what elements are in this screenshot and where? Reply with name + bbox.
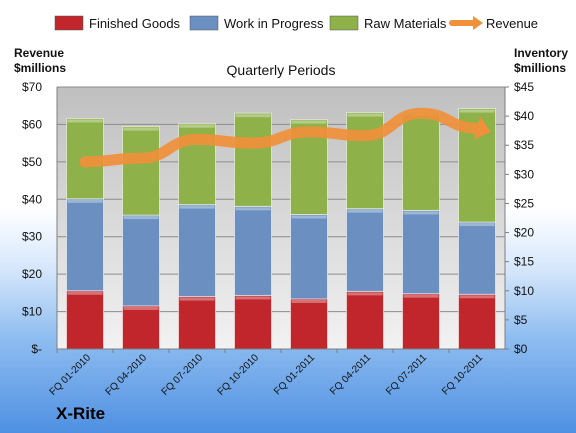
company-label: X-Rite <box>56 404 105 423</box>
bar-highlight <box>291 299 327 303</box>
right-tick-label: $5 <box>514 313 528 327</box>
left-axis-title-line1: Revenue <box>14 46 64 60</box>
bar-highlight <box>347 292 383 296</box>
legend-label-finished-goods: Finished Goods <box>89 16 181 31</box>
right-tick-label: $0 <box>514 342 528 356</box>
right-tick-label: $40 <box>514 109 534 123</box>
left-axis-title-line2: $millions <box>14 61 66 75</box>
bar-work-in-progress <box>178 204 216 298</box>
bar-highlight <box>67 199 103 203</box>
x-tick-label: FQ 01-2011 <box>272 352 317 397</box>
x-tick-label: FQ 07-2010 <box>160 352 206 398</box>
right-axis-title-line2: $millions <box>514 61 566 75</box>
bar-highlight <box>67 291 103 295</box>
x-tick-label: FQ 07-2011 <box>384 352 429 397</box>
left-tick-label: $70 <box>22 80 42 94</box>
left-tick-label: $- <box>31 342 42 356</box>
left-tick-label: $30 <box>22 230 42 244</box>
revenue-line <box>79 107 491 168</box>
bar-finished-goods <box>234 294 272 350</box>
x-tick-label: FQ 04-2010 <box>104 352 150 398</box>
right-tick-label: $25 <box>514 196 534 210</box>
x-tick-label: FQ 04-2011 <box>328 352 373 397</box>
bar-work-in-progress <box>346 208 384 292</box>
legend-label-raw-materials: Raw Materials <box>364 16 447 31</box>
bar-highlight <box>179 124 215 128</box>
bar-highlight <box>123 306 159 310</box>
x-tick-label: FQ 10-2010 <box>216 352 262 398</box>
bar-highlight <box>403 211 439 215</box>
right-tick-label: $35 <box>514 138 534 152</box>
legend-label-work-in-progress: Work in Progress <box>224 16 324 31</box>
bar-work-in-progress <box>458 221 496 295</box>
revenue-arrowhead <box>473 116 491 140</box>
left-tick-label: $20 <box>22 267 42 281</box>
bar-highlight <box>179 205 215 209</box>
legend-label-revenue: Revenue <box>486 16 538 31</box>
left-tick-label: $10 <box>22 305 42 319</box>
bar-raw-materials <box>346 112 384 210</box>
right-tick-label: $15 <box>514 255 534 269</box>
bar-raw-materials <box>402 111 440 211</box>
x-tick-label: FQ 10-2011 <box>440 352 485 397</box>
bar-highlight <box>67 119 103 123</box>
left-tick-label: $40 <box>22 192 42 206</box>
bar-finished-goods <box>458 293 496 350</box>
bar-highlight <box>235 114 271 118</box>
bar-work-in-progress <box>122 214 160 307</box>
bar-highlight <box>459 223 495 227</box>
bar-finished-goods <box>402 293 440 350</box>
revenue-line-path <box>79 107 483 168</box>
legend-swatch-raw-materials <box>329 15 359 31</box>
bar-highlight <box>459 295 495 299</box>
right-tick-label: $20 <box>514 226 534 240</box>
bar-work-in-progress <box>290 214 328 300</box>
right-axis-title-line1: Inventory <box>514 46 568 60</box>
bar-highlight <box>347 209 383 213</box>
legend-swatch-work-in-progress <box>189 15 219 31</box>
bar-highlight <box>179 297 215 301</box>
right-tick-label: $10 <box>514 284 534 298</box>
bar-highlight <box>403 294 439 298</box>
bar-highlight <box>235 207 271 211</box>
left-tick-label: $50 <box>22 155 42 169</box>
bar-raw-materials <box>122 126 160 216</box>
legend: Finished Goods Work in Progress Raw Materi… <box>54 15 538 31</box>
bar-raw-materials <box>234 112 272 207</box>
bar-finished-goods <box>346 290 384 350</box>
bar-work-in-progress <box>234 205 272 296</box>
bar-highlight <box>123 216 159 220</box>
bar-work-in-progress <box>402 209 440 295</box>
legend-arrowhead <box>473 16 483 30</box>
bar-highlight <box>459 109 495 113</box>
bar-highlight <box>347 113 383 117</box>
legend-swatch-finished-goods <box>54 15 84 31</box>
bar-highlight <box>123 127 159 131</box>
bar-highlight <box>291 120 327 124</box>
x-tick-label: FQ 01-2010 <box>48 352 94 398</box>
bar-highlight <box>291 215 327 219</box>
bar-finished-goods <box>122 305 160 350</box>
bar-finished-goods <box>178 296 216 350</box>
right-tick-label: $30 <box>514 167 534 181</box>
right-tick-label: $45 <box>514 80 534 94</box>
chart-title: Quarterly Periods <box>227 62 336 78</box>
bar-finished-goods <box>66 290 104 350</box>
left-tick-label: $60 <box>22 117 42 131</box>
bar-highlight <box>235 296 271 300</box>
bar-finished-goods <box>290 298 328 350</box>
bar-work-in-progress <box>66 198 104 292</box>
